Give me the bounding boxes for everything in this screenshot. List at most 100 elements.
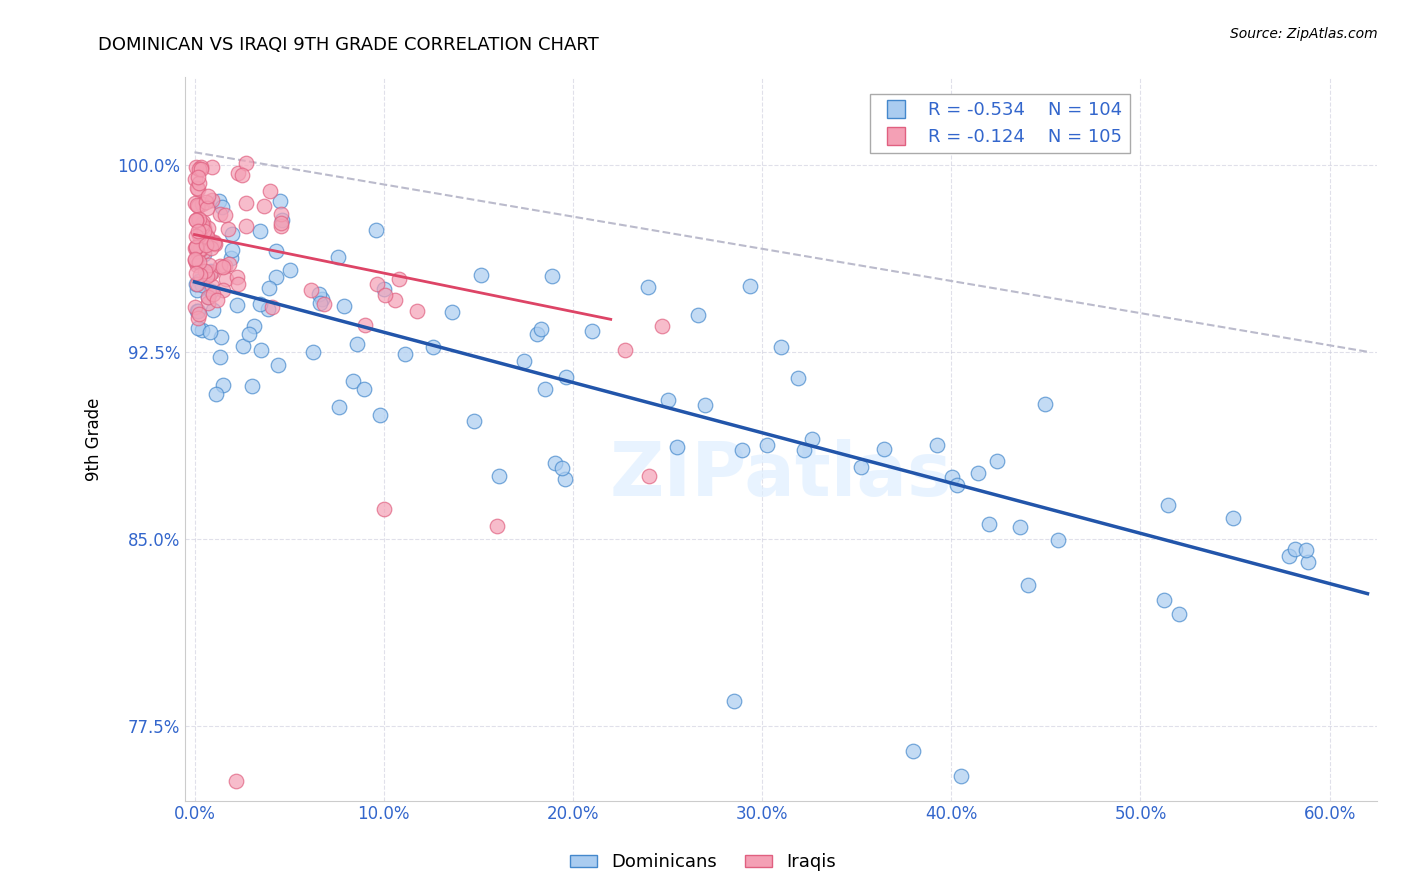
Point: [231, 168, 253, 182]
Point: [903, 744, 925, 758]
Point: [257, 281, 280, 295]
Point: [225, 269, 247, 284]
Point: [205, 387, 228, 401]
Point: [637, 469, 659, 483]
Point: [186, 240, 208, 254]
Point: [184, 301, 207, 315]
Point: [873, 442, 896, 456]
Point: [388, 271, 411, 285]
Point: [205, 293, 228, 307]
Point: [249, 224, 271, 238]
Point: [526, 327, 548, 342]
Point: [370, 409, 392, 423]
Point: [197, 220, 219, 235]
Text: Source: ZipAtlas.com: Source: ZipAtlas.com: [1230, 27, 1378, 41]
Point: [257, 301, 280, 316]
Legend: R = -0.534    N = 104, R = -0.124    N = 105: R = -0.534 N = 104, R = -0.124 N = 105: [870, 94, 1129, 153]
Point: [187, 321, 209, 335]
Point: [186, 198, 208, 212]
Point: [299, 283, 322, 297]
Point: [738, 278, 761, 293]
Point: [657, 393, 679, 408]
Point: [218, 257, 240, 271]
Point: [197, 189, 219, 203]
Point: [202, 302, 225, 317]
Point: [243, 319, 266, 334]
Point: [190, 234, 212, 248]
Point: [209, 207, 232, 221]
Text: ZIPatlas: ZIPatlas: [610, 439, 952, 512]
Point: [637, 280, 659, 294]
Point: [235, 219, 257, 234]
Point: [221, 243, 243, 257]
Point: [186, 258, 208, 272]
Point: [198, 236, 221, 251]
Point: [195, 229, 218, 244]
Point: [198, 326, 221, 340]
Point: [202, 235, 225, 249]
Point: [422, 340, 444, 354]
Point: [946, 478, 969, 492]
Point: [270, 219, 292, 233]
Point: [513, 353, 536, 368]
Point: [249, 297, 271, 311]
Point: [613, 343, 636, 358]
Point: [1153, 593, 1175, 607]
Point: [193, 220, 215, 235]
Point: [202, 287, 225, 301]
Point: [259, 184, 281, 198]
Point: [187, 224, 209, 238]
Point: [1167, 607, 1189, 621]
Point: [253, 199, 276, 213]
Point: [1017, 578, 1039, 592]
Point: [186, 180, 208, 194]
Point: [200, 263, 222, 277]
Point: [200, 193, 222, 207]
Point: [186, 277, 208, 291]
Point: [328, 400, 350, 414]
Point: [200, 284, 222, 298]
Point: [1157, 498, 1180, 512]
Point: [193, 224, 215, 238]
Point: [693, 398, 716, 412]
Point: [214, 259, 236, 273]
Point: [941, 470, 963, 484]
Point: [194, 264, 217, 278]
Point: [925, 438, 948, 452]
Point: [187, 169, 209, 184]
Point: [311, 292, 333, 306]
Point: [200, 265, 222, 279]
Point: [186, 283, 208, 297]
Point: [308, 287, 330, 301]
Point: [967, 467, 990, 481]
Point: [197, 290, 219, 304]
Point: [979, 517, 1001, 532]
Point: [188, 228, 211, 243]
Point: [197, 296, 219, 310]
Point: [551, 460, 574, 475]
Point: [188, 161, 211, 176]
Point: [184, 252, 207, 267]
Point: [209, 259, 232, 273]
Point: [198, 258, 221, 272]
Point: [581, 324, 603, 338]
Point: [312, 297, 335, 311]
Point: [217, 222, 239, 236]
Point: [214, 208, 236, 222]
Point: [342, 374, 364, 388]
Point: [188, 243, 211, 257]
Point: [346, 337, 368, 351]
Point: [665, 440, 688, 454]
Point: [190, 323, 212, 337]
Point: [190, 219, 212, 234]
Point: [463, 414, 485, 428]
Point: [554, 471, 576, 485]
Point: [187, 176, 209, 190]
Point: [187, 199, 209, 213]
Point: [188, 221, 211, 235]
Point: [554, 369, 576, 384]
Point: [191, 277, 214, 292]
Point: [201, 279, 224, 293]
Point: [270, 206, 292, 220]
Point: [197, 290, 219, 304]
